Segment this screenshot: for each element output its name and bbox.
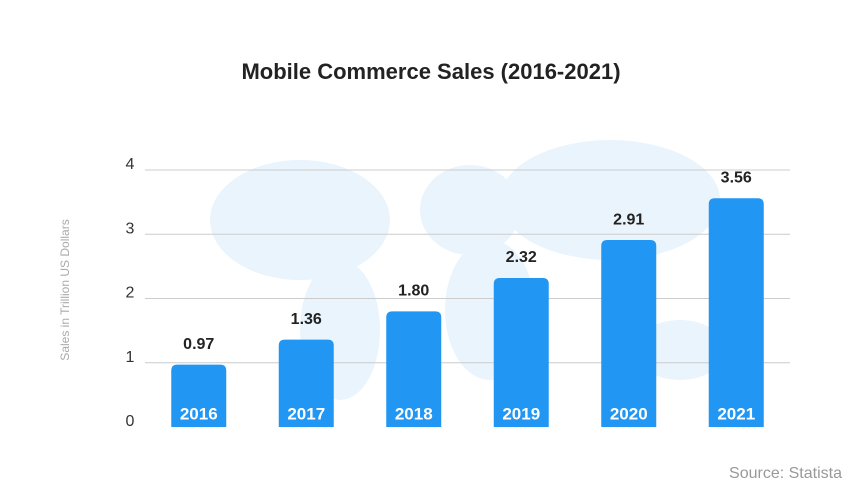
bar xyxy=(708,198,764,427)
x-tick-label: 2018 xyxy=(395,404,433,423)
value-label: 3.56 xyxy=(721,169,752,186)
bar xyxy=(386,311,442,427)
bar xyxy=(171,364,227,427)
y-tick-label: 4 xyxy=(126,156,135,173)
value-label: 2.32 xyxy=(506,249,537,266)
bar xyxy=(493,277,549,427)
world-map-background xyxy=(210,140,725,400)
x-tick-label: 2016 xyxy=(180,404,218,423)
value-label: 1.36 xyxy=(291,311,322,328)
x-tick-label: 2017 xyxy=(287,404,325,423)
value-label: 1.80 xyxy=(398,283,429,300)
y-axis-label: Sales in Trillion US Dollars xyxy=(58,219,72,360)
bar xyxy=(278,339,334,427)
x-tick-label: 2019 xyxy=(502,404,540,423)
y-tick-label: 1 xyxy=(126,349,135,366)
x-tick-label: 2020 xyxy=(610,404,648,423)
y-tick-label: 2 xyxy=(126,285,135,302)
source: Source: Statista xyxy=(729,465,842,482)
bar xyxy=(601,240,657,427)
value-label: 0.97 xyxy=(183,336,214,353)
y-tick-label: 0 xyxy=(126,413,135,430)
y-tick-label: 3 xyxy=(126,220,135,237)
chart-title: Mobile Commerce Sales (2016-2021) xyxy=(241,59,620,84)
value-label: 2.91 xyxy=(613,211,644,228)
x-tick-label: 2021 xyxy=(717,404,755,423)
